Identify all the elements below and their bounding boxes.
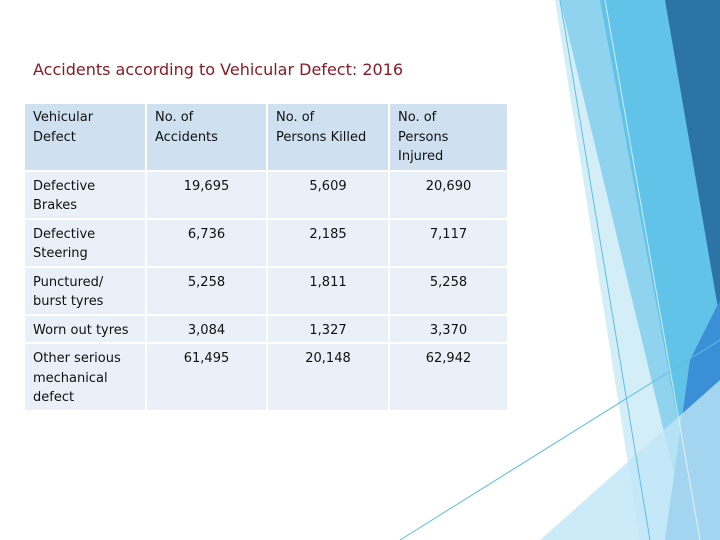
- table-row: Defective Steering 6,736 2,185 7,117: [25, 218, 509, 268]
- cell-accidents: 5,258: [146, 266, 268, 316]
- cell-injured: 7,117: [389, 218, 509, 268]
- cell-defect: Punctured/ burst tyres: [25, 266, 147, 316]
- cell-killed: 5,609: [267, 170, 390, 220]
- table-row: Other serious mechanical defect 61,495 2…: [25, 343, 509, 412]
- cell-defect: Worn out tyres: [25, 314, 147, 344]
- header-persons-injured: No. of Persons Injured: [389, 104, 509, 172]
- cell-injured: 5,258: [389, 266, 509, 316]
- cell-accidents: 61,495: [146, 343, 268, 412]
- table-row: Worn out tyres 3,084 1,327 3,370: [25, 314, 509, 344]
- cell-injured: 3,370: [389, 314, 509, 344]
- deco-line-2: [399, 339, 720, 540]
- deco-shape-dark: [665, 0, 720, 320]
- header-row: Vehicular Defect No. of Accidents No. of…: [25, 104, 509, 172]
- cell-killed: 1,327: [267, 314, 390, 344]
- vehicular-defect-table: Vehicular Defect No. of Accidents No. of…: [25, 104, 509, 412]
- cell-injured: 62,942: [389, 343, 509, 412]
- cell-accidents: 19,695: [146, 170, 268, 220]
- deco-shape-pale-left: [540, 380, 720, 540]
- slide-title: Accidents according to Vehicular Defect:…: [33, 60, 404, 79]
- header-persons-killed: No. of Persons Killed: [267, 104, 390, 172]
- cell-defect: Defective Steering: [25, 218, 147, 268]
- deco-line-3: [604, 0, 701, 540]
- cell-defect: Other serious mechanical defect: [25, 343, 147, 412]
- header-accidents: No. of Accidents: [146, 104, 268, 172]
- cell-accidents: 6,736: [146, 218, 268, 268]
- cell-killed: 1,811: [267, 266, 390, 316]
- cell-killed: 20,148: [267, 343, 390, 412]
- cell-killed: 2,185: [267, 218, 390, 268]
- header-vehicular-defect: Vehicular Defect: [25, 104, 147, 172]
- deco-line-1: [559, 0, 651, 540]
- table-row: Punctured/ burst tyres 5,258 1,811 5,258: [25, 266, 509, 316]
- cell-accidents: 3,084: [146, 314, 268, 344]
- cell-defect: Defective Brakes: [25, 170, 147, 220]
- cell-injured: 20,690: [389, 170, 509, 220]
- table-row: Defective Brakes 19,695 5,609 20,690: [25, 170, 509, 220]
